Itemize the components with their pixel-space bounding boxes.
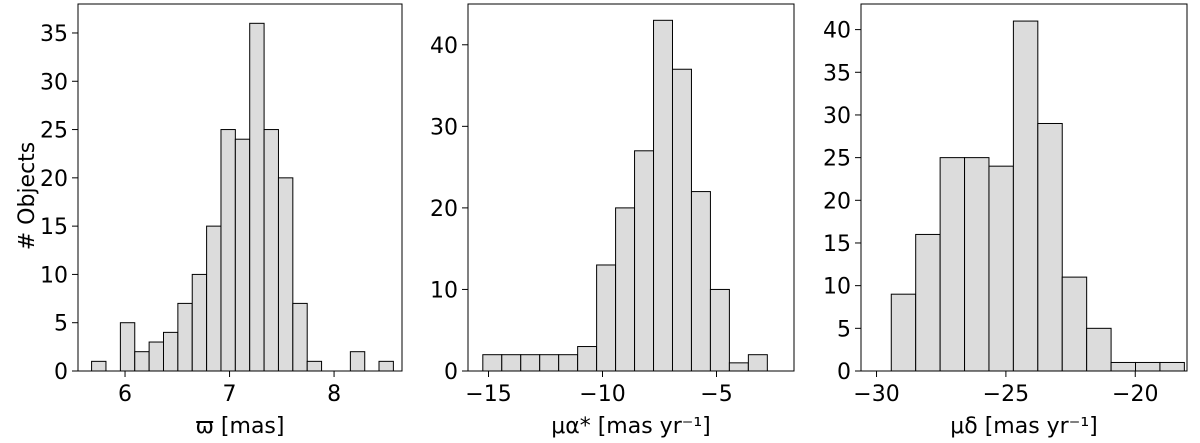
- x-tick-label: −15: [465, 382, 511, 407]
- pmra-histogram-panel: −15 −10 −5 0 10 20 30 40 μα* [mas yr⁻¹]: [430, 3, 795, 439]
- y-tick-label: 0: [444, 360, 458, 385]
- y-tick-label: 5: [54, 312, 68, 337]
- histogram-bar: [1012, 20, 1039, 372]
- y-tick-label: 20: [823, 189, 851, 214]
- y-tick-label: 0: [837, 360, 851, 385]
- x-tick-label: 6: [118, 382, 132, 407]
- y-tick-label: 10: [430, 278, 458, 303]
- histogram-bar: [915, 233, 941, 372]
- y-tick-label: 35: [823, 61, 851, 86]
- histogram-bar: [634, 150, 655, 372]
- histogram-bar: [162, 331, 179, 372]
- histogram-bar: [349, 351, 366, 372]
- pmdec-histogram-panel: −30 −25 −20 0 5 10 15 20 25 30 35 40 μδ [mas yr⁻¹]: [823, 3, 1188, 439]
- y-tick-label: 40: [430, 34, 458, 59]
- y-tick-label: 15: [40, 215, 68, 240]
- x-axis-label: μα* [mas yr⁻¹]: [551, 414, 711, 439]
- y-tick-label: 30: [430, 115, 458, 140]
- histogram-bar: [1037, 122, 1063, 372]
- histogram-bar: [596, 264, 617, 372]
- y-tick-label: 10: [40, 263, 68, 288]
- histogram-bar: [206, 225, 222, 372]
- x-tick-label: −5: [700, 382, 732, 407]
- histogram-bar: [378, 360, 394, 372]
- histogram-bar: [1110, 361, 1137, 372]
- histogram-bar: [1135, 361, 1161, 372]
- histogram-bar: [671, 68, 692, 372]
- histogram-bar: [577, 346, 598, 372]
- y-tick-label: 30: [40, 70, 68, 95]
- histogram-bar: [220, 129, 236, 372]
- histogram-bar: [539, 354, 560, 372]
- histogram-bar: [277, 177, 294, 372]
- histogram-bar: [1159, 361, 1185, 372]
- x-axis-label: μδ [mas yr⁻¹]: [950, 414, 1097, 439]
- histogram-bar: [292, 302, 308, 372]
- y-tick-label: 40: [823, 19, 851, 44]
- y-tick-label: 35: [40, 22, 68, 47]
- histogram-bar: [747, 354, 768, 372]
- histogram-bar: [939, 157, 966, 372]
- histogram-bar: [890, 293, 917, 372]
- histogram-bar: [148, 341, 164, 372]
- histogram-bar: [1061, 276, 1088, 372]
- y-tick-label: 20: [430, 197, 458, 222]
- x-axis-label: ϖ [mas]: [196, 414, 285, 439]
- y-tick-label: 10: [823, 275, 851, 300]
- histogram-bar: [191, 273, 208, 372]
- histogram-bar: [234, 138, 251, 372]
- y-tick-label: 5: [837, 317, 851, 342]
- x-tick-label: −20: [1112, 382, 1158, 407]
- histogram-bar: [306, 360, 323, 372]
- histogram-bar: [119, 322, 136, 372]
- x-tick-label: 8: [327, 382, 341, 407]
- histogram-bar: [615, 207, 636, 372]
- histogram-bar: [728, 362, 749, 372]
- histogram-bar: [964, 157, 990, 372]
- histogram-bar: [249, 22, 265, 372]
- y-tick-label: 25: [40, 119, 68, 144]
- y-tick-label: 25: [823, 147, 851, 172]
- histogram-bar: [134, 351, 150, 372]
- x-tick-label: −10: [579, 382, 625, 407]
- plot-frame: [860, 3, 1188, 372]
- y-tick-label: 15: [823, 232, 851, 257]
- histogram-bar: [501, 354, 522, 372]
- histogram-bar: [690, 191, 711, 372]
- plot-frame: [467, 3, 795, 372]
- y-tick-label: 0: [54, 360, 68, 385]
- histogram-bar: [558, 354, 579, 372]
- y-tick-label: 30: [823, 104, 851, 129]
- y-tick-label: 20: [40, 167, 68, 192]
- histogram-bar: [263, 129, 279, 372]
- histogram-bar: [520, 354, 541, 372]
- x-tick-label: 7: [223, 382, 237, 407]
- histogram-bar: [1086, 327, 1112, 372]
- histogram-bar: [988, 165, 1014, 372]
- histogram-bar: [709, 288, 730, 372]
- plot-frame: [77, 3, 403, 372]
- histogram-bar: [482, 354, 503, 372]
- y-axis-label: # Objects: [15, 142, 40, 251]
- x-tick-label: −30: [853, 382, 899, 407]
- histogram-bar: [653, 19, 673, 372]
- histogram-bar: [177, 302, 193, 372]
- x-tick-label: −25: [983, 382, 1029, 407]
- parallax-histogram-panel: 6 7 8 0 5 10 15 20 25 30 35 ϖ [mas]: [40, 3, 403, 439]
- histogram-bar: [91, 360, 107, 372]
